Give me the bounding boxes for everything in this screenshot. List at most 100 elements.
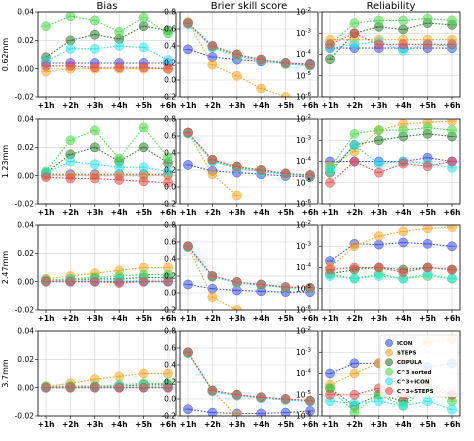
- series-line-c3-icon: [187, 23, 311, 67]
- panel-0-62mm-bias: -0.02 0.00 0.02 0.04 +1h +2h +3h +4h +5h +6h: [15, 8, 177, 110]
- x-tick-label: +2h: [346, 420, 363, 429]
- x-tick-label: +3h: [86, 314, 103, 323]
- legend-marker-c3-icon: [385, 377, 393, 386]
- x-tick-label: +6h: [302, 420, 319, 429]
- legend-box: [379, 334, 459, 398]
- y-tick-label: 10-3: [296, 28, 312, 38]
- series-c3-sorted: [183, 348, 315, 407]
- y-tick-label: 10-4: [296, 50, 312, 60]
- series-line-steps: [45, 68, 168, 73]
- y-tick-label: 10-5: [296, 178, 312, 188]
- y-tick-label: -0.2: [161, 200, 176, 209]
- data-point-icon: [207, 407, 218, 416]
- panel-frame: [179, 118, 319, 205]
- y-tick-label: 0.2: [164, 378, 176, 387]
- y-tick-label: 0.0: [164, 76, 176, 85]
- x-tick-label: +5h: [135, 420, 152, 429]
- y-tick-label: -0.2: [161, 93, 176, 102]
- y-tick-label: 0.8: [164, 221, 176, 230]
- x-tick-label: +3h: [86, 208, 103, 217]
- y-tick-label: -0.02: [15, 200, 35, 209]
- x-tick-label: +5h: [135, 314, 152, 323]
- legend-marker-copula: [385, 358, 393, 367]
- series-line-c3-icon: [187, 133, 311, 177]
- series-line-icon: [187, 408, 311, 415]
- x-tick-label: +4h: [395, 101, 412, 110]
- legend-label-copula: COPULA: [397, 360, 423, 366]
- series-copula: [41, 21, 173, 63]
- x-tick-label: +5h: [135, 208, 152, 217]
- y-tick-label: 10-3: [296, 241, 312, 251]
- y-tick-label: 0.00: [17, 277, 34, 286]
- x-tick-label: +2h: [204, 314, 221, 323]
- series-line-c3-sorted: [187, 23, 311, 67]
- row-label-3-7mm: 3.7mm: [1, 359, 10, 388]
- series-icon: [41, 58, 173, 68]
- series-icon: [183, 160, 315, 182]
- x-tick-label: +4h: [111, 314, 128, 323]
- x-tick-label: +3h: [86, 101, 103, 110]
- y-tick-label: 10-5: [296, 284, 312, 294]
- x-tick-label: +6h: [160, 208, 177, 217]
- panel-frame: [321, 118, 461, 205]
- x-tick-label: +3h: [370, 420, 387, 429]
- y-tick-label: 10-4: [296, 369, 312, 379]
- y-tick-label: 0.04: [17, 327, 34, 336]
- series-line-c3-icon: [329, 41, 453, 52]
- y-tick-label: 0.0: [164, 395, 176, 404]
- series-c3-steps: [41, 382, 173, 393]
- x-tick-label: +2h: [62, 314, 79, 323]
- y-tick-label: 10-2: [296, 7, 311, 17]
- legend-label-steps: STEPS: [397, 351, 417, 357]
- y-tick-label: -0.02: [15, 93, 35, 102]
- panel-3-7mm-brier-skill-score: -0.2 0.0 0.2 0.4 0.6 0.8 +1h +2h +3h +4h +5h +6h: [161, 327, 318, 429]
- series-line-steps: [329, 226, 453, 268]
- y-tick-label: 0.2: [164, 59, 176, 68]
- x-tick-label: +6h: [302, 101, 319, 110]
- y-tick-label: 10-6: [296, 411, 312, 421]
- series-line-c3-sorted: [187, 246, 311, 290]
- series-c3-sorted: [325, 122, 457, 173]
- x-tick-label: +3h: [228, 314, 245, 323]
- series-c3-icon: [183, 242, 315, 294]
- series-line-c3-icon: [45, 160, 169, 174]
- panel-frame: [321, 330, 461, 417]
- x-tick-label: +6h: [160, 420, 177, 429]
- x-tick-label: +6h: [444, 208, 461, 217]
- x-tick-label: +4h: [395, 420, 412, 429]
- legend: ICON STEPS COPULA C^3 sorted C^3+ICON C^3+STE…: [379, 334, 459, 398]
- series-c3-steps: [183, 347, 315, 406]
- y-tick-label: 0.00: [17, 383, 34, 392]
- series-c3-sorted: [183, 19, 315, 71]
- x-tick-label: +4h: [253, 101, 270, 110]
- data-point-icon: [256, 408, 267, 416]
- row-label-1-23mm: 1.23mm: [1, 145, 10, 179]
- x-tick-label: +5h: [419, 420, 436, 429]
- series-line-c3-icon: [187, 246, 311, 290]
- series-line-steps: [187, 352, 238, 416]
- x-tick-label: +2h: [62, 420, 79, 429]
- panel-frame: [37, 11, 177, 98]
- y-tick-label: 0.6: [164, 132, 176, 141]
- series-c3-icon: [183, 128, 315, 181]
- series-line-icon: [187, 164, 311, 178]
- panel-frame: [179, 330, 319, 417]
- y-tick-label: 10-4: [296, 263, 312, 273]
- y-tick-label: 10-5: [296, 390, 312, 400]
- x-tick-label: +5h: [419, 101, 436, 110]
- y-tick-label: 10-2: [296, 220, 311, 230]
- x-tick-label: +1h: [180, 208, 197, 217]
- y-tick-label: 10-2: [296, 114, 311, 124]
- y-tick-label: 0.4: [164, 361, 176, 370]
- y-tick-label: 10-6: [296, 92, 312, 102]
- y-tick-label: 0.4: [164, 255, 176, 264]
- series-line-c3-steps: [187, 132, 311, 176]
- x-tick-label: +2h: [62, 101, 79, 110]
- series-line-copula: [45, 146, 169, 174]
- y-tick-label: -0.2: [161, 412, 176, 421]
- series-line-c3-sorted: [329, 273, 453, 280]
- series-line-c3-steps: [45, 176, 169, 184]
- x-tick-label: +6h: [302, 314, 319, 323]
- y-tick-label: 0.2: [164, 272, 176, 281]
